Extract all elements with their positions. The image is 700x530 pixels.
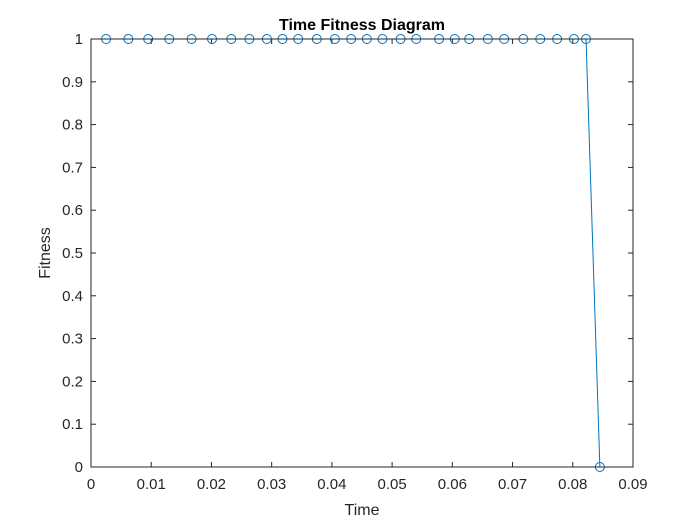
y-tick-label: 0.3 <box>62 331 83 348</box>
y-tick-label: 0.8 <box>62 117 83 134</box>
y-tick-label: 0.5 <box>62 245 83 262</box>
x-axis-label: Time <box>345 502 380 519</box>
x-tick-label: 0.06 <box>438 476 467 493</box>
x-tick-label: 0.05 <box>378 476 407 493</box>
x-tick-label: 0.08 <box>558 476 587 493</box>
y-tick-label: 0.2 <box>62 373 83 390</box>
y-tick-label: 0 <box>75 459 83 476</box>
y-tick-label: 0.7 <box>62 159 83 176</box>
y-tick-label: 0.1 <box>62 416 83 433</box>
chart-title: Time Fitness Diagram <box>279 17 445 34</box>
y-tick-label: 0.6 <box>62 202 83 219</box>
plot-area <box>91 39 633 467</box>
x-tick-label: 0.02 <box>197 476 226 493</box>
y-axis-label: Fitness <box>37 227 54 279</box>
y-tick-label: 0.4 <box>62 288 83 305</box>
x-tick-label: 0 <box>87 476 95 493</box>
y-tick-label: 0.9 <box>62 74 83 91</box>
axis-tick-labels: 0 0.01 0.02 0.03 0.04 0.05 0.06 0.07 0.08 0.09 0 0.… <box>62 31 647 493</box>
x-tick-label: 0.09 <box>618 476 647 493</box>
axes-box <box>90 38 634 468</box>
x-tick-label: 0.07 <box>498 476 527 493</box>
y-tick-label: 1 <box>75 31 83 48</box>
x-tick-label: 0.04 <box>317 476 346 493</box>
x-tick-label: 0.03 <box>257 476 286 493</box>
x-tick-label: 0.01 <box>137 476 166 493</box>
